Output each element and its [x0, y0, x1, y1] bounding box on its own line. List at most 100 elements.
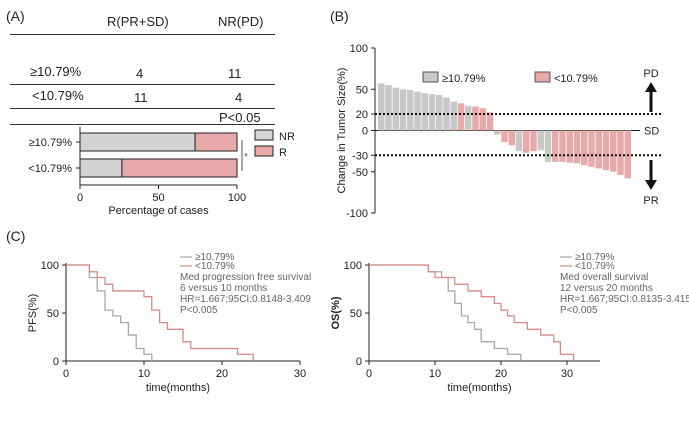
waterfall-bar — [486, 112, 494, 131]
waterfall-bar — [573, 130, 581, 164]
waterfall-y-tick-label: -100 — [346, 208, 368, 220]
waterfall-bar — [544, 130, 552, 162]
km-stat-line: P<0.005 — [560, 305, 598, 316]
waterfall-bar — [378, 83, 385, 131]
waterfall-bar — [508, 130, 515, 146]
waterfall-bar — [407, 90, 414, 131]
waterfall-y-tick-label: 0 — [362, 126, 368, 138]
sd-label: SD — [644, 126, 659, 138]
bar-x-axis-title: Percentage of cases — [108, 205, 209, 217]
table-rule-top — [10, 34, 275, 35]
km-curve — [369, 264, 575, 361]
col-header-nr: NR(PD) — [218, 14, 264, 29]
km-x-tick-label: 10 — [138, 368, 150, 380]
panel-b-label: (B) — [330, 8, 349, 24]
waterfall-bar — [595, 130, 602, 169]
legend-label-r: R — [279, 147, 287, 159]
legend-swatch-nr — [254, 129, 274, 141]
waterfall-bar — [515, 130, 523, 152]
legend-swatch-high — [422, 71, 439, 83]
km-x-tick-label: 0 — [366, 368, 372, 380]
bar-x-tick-label: 100 — [228, 192, 246, 204]
km-curve — [66, 264, 254, 361]
legend-label-low: <10.79% — [554, 73, 598, 85]
km-stat-line: 12 versus 20 months — [560, 283, 653, 294]
waterfall-bar — [494, 130, 501, 135]
waterfall-bar — [588, 130, 595, 167]
km-stat-line: HR=1.667;95CI:0.8148-3.409 — [180, 294, 311, 305]
waterfall-bar — [610, 130, 617, 172]
waterfall-bar — [392, 87, 399, 131]
km-stat-line: Med progression free survival — [180, 272, 311, 283]
waterfall-bar — [602, 130, 610, 171]
km-legend-label: <10.79% — [575, 261, 615, 272]
cell-high-nr: 11 — [228, 66, 242, 81]
km-y-tick-label: 0 — [356, 356, 362, 368]
waterfall-y-tick-label: 20 — [356, 109, 368, 121]
bar-x-tick-label: 0 — [77, 192, 83, 204]
cell-low-r: 11 — [134, 90, 148, 105]
km-stat-line: HR=1.667;95CI:0.8135-3.415 — [560, 294, 689, 305]
km-y-axis-title: PFS(%) — [27, 294, 39, 333]
km-stat-line: 6 versus 10 months — [180, 283, 267, 294]
waterfall-bar — [472, 106, 479, 131]
bar-category-label: ≥10.79% — [29, 137, 73, 149]
waterfall-bar — [559, 130, 566, 162]
km-y-tick-label: 0 — [53, 356, 59, 368]
waterfall-bar — [479, 108, 486, 131]
legend-label-nr: NR — [279, 131, 295, 143]
km-stat-line: Med overall survival — [560, 272, 648, 283]
km-legend-label: ≥10.79% — [195, 252, 235, 263]
waterfall-bar — [385, 85, 392, 131]
cell-high-r: 4 — [136, 66, 144, 81]
km-stat-line: P<0.005 — [180, 305, 218, 316]
waterfall-y-axis-title: Change in Tumor Size(%) — [336, 68, 348, 194]
waterfall-bar — [537, 130, 544, 151]
waterfall-bar — [399, 89, 407, 131]
pd-label: PD — [643, 68, 658, 80]
bar-x-tick-label: 50 — [152, 192, 164, 204]
km-y-tick-label: 50 — [350, 308, 362, 320]
km-x-tick-label: 30 — [561, 368, 573, 380]
bar-category-label: <10.79% — [28, 163, 72, 175]
km-y-tick-label: 50 — [47, 308, 59, 320]
bar-segment-r — [121, 158, 238, 178]
waterfall-bar — [465, 105, 472, 131]
km-x-tick-label: 10 — [429, 368, 441, 380]
km-x-tick-label: 30 — [294, 368, 306, 380]
km-x-axis-title: time(months) — [146, 382, 210, 394]
col-header-r: R(PR+SD) — [107, 14, 169, 29]
waterfall-bar — [523, 130, 530, 153]
km-curve — [369, 264, 522, 361]
km-x-tick-label: 20 — [495, 368, 507, 380]
row-label-high: ≥10.79% — [30, 64, 82, 79]
waterfall-bar — [421, 93, 428, 131]
km-y-tick-label: 100 — [41, 260, 59, 272]
cell-low-nr: 4 — [235, 90, 243, 105]
panel-a-label: (A) — [6, 8, 25, 24]
waterfall-bar — [428, 94, 436, 131]
km-y-axis-title: OS(%) — [330, 296, 342, 329]
bar-segment-r — [194, 132, 238, 152]
pd-arrow-head — [645, 82, 657, 92]
km-y-tick-label: 100 — [344, 260, 362, 272]
waterfall-bar — [450, 101, 457, 131]
waterfall-bar — [566, 130, 573, 163]
km-x-tick-label: 20 — [216, 368, 228, 380]
waterfall-y-tick-label: -50 — [352, 167, 368, 179]
waterfall-bar — [501, 130, 508, 143]
waterfall-bar — [414, 91, 421, 131]
km-x-tick-label: 0 — [63, 368, 69, 380]
km-legend-label: <10.79% — [195, 261, 235, 272]
legend-swatch-r — [254, 145, 274, 157]
row-label-low: <10.79% — [32, 88, 84, 103]
legend-label-high: ≥10.79% — [442, 73, 486, 85]
waterfall-y-tick-label: -30 — [352, 150, 368, 162]
legend-swatch-low — [534, 71, 551, 83]
waterfall-bar — [617, 130, 624, 176]
pr-arrow-head — [645, 180, 657, 190]
waterfall-bar — [443, 97, 450, 131]
